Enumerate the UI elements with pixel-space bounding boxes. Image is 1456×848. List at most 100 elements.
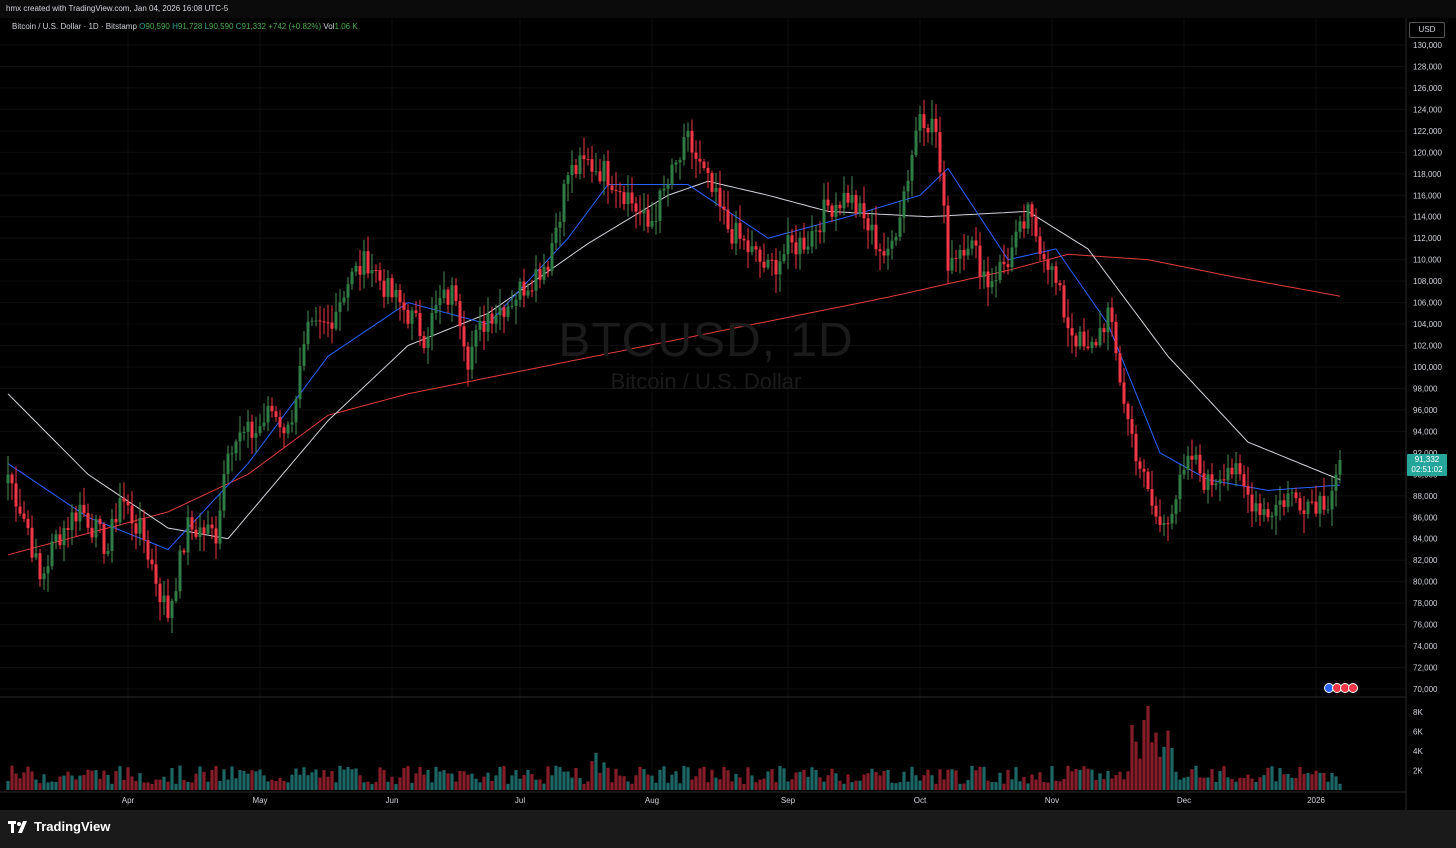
price-tick-label: 84,000	[1413, 535, 1438, 544]
volume-bar	[198, 766, 202, 790]
candle-body	[542, 266, 546, 280]
volume-bar	[226, 779, 230, 790]
volume-bar	[106, 774, 110, 790]
volume-bar	[878, 775, 882, 790]
volume-bar	[382, 769, 386, 790]
volume-bar	[638, 766, 642, 790]
volume-bar	[458, 770, 462, 790]
volume-bar	[554, 765, 558, 790]
candle-body	[390, 278, 394, 298]
time-tick-label: Jul	[515, 796, 525, 805]
candle-body	[350, 271, 354, 285]
candle-body	[826, 199, 830, 206]
candle-body	[6, 474, 10, 484]
price-axis[interactable]: 130,000 128,000 126,000 124,000 122,000 120,0…	[1413, 41, 1442, 694]
candle-body	[358, 265, 362, 275]
candle-body	[374, 270, 378, 272]
candle-body	[386, 278, 390, 297]
candle-body	[1006, 264, 1010, 268]
volume-bar	[1070, 771, 1074, 790]
candle-body	[342, 297, 346, 303]
candle-body	[434, 305, 438, 313]
candle-body	[1054, 266, 1058, 283]
candle-body	[1186, 455, 1190, 470]
candle-body	[282, 427, 286, 434]
price-tick-label: 108,000	[1413, 277, 1442, 286]
volume-bar	[1258, 777, 1262, 790]
candle-body	[770, 259, 774, 261]
volume-bar	[1146, 705, 1150, 790]
candle-body	[1162, 523, 1166, 525]
candle-body	[138, 518, 142, 534]
economic-events[interactable]	[1324, 683, 1358, 693]
candle-body	[698, 158, 702, 162]
candle-body	[642, 209, 646, 214]
volume-bar	[438, 771, 442, 790]
price-chart[interactable]: 130,000 128,000 126,000 124,000 122,000 120,0…	[0, 0, 1456, 810]
volume-bar	[1306, 772, 1310, 790]
volume-bar	[342, 769, 346, 790]
volume-bar	[1338, 783, 1342, 790]
candle-body	[942, 172, 946, 206]
volume-bar	[254, 771, 258, 790]
volume-bar	[10, 765, 14, 790]
volume-bar	[1030, 774, 1034, 790]
volume-bar	[950, 769, 954, 790]
volume-bar	[894, 783, 898, 790]
volume-bar	[806, 777, 810, 790]
candle-body	[182, 550, 186, 553]
candle-body	[786, 235, 790, 255]
candle-body	[862, 203, 866, 219]
candle-body	[1242, 474, 1246, 487]
price-tick-label: 82,000	[1413, 556, 1438, 565]
volume-bar	[58, 776, 62, 790]
volume-bar	[1114, 775, 1118, 790]
candle-body	[410, 310, 414, 324]
event-flag-icon[interactable]	[1348, 683, 1358, 693]
candle-body	[674, 162, 678, 165]
volume-bar	[698, 768, 702, 790]
candle-body	[710, 172, 714, 192]
volume-bar	[506, 783, 510, 790]
candle-body	[746, 240, 750, 252]
candle-body	[62, 528, 66, 546]
volume-tick-label: 4K	[1413, 747, 1423, 756]
candle-body	[558, 221, 562, 228]
volume-bar	[914, 775, 918, 790]
volume-bar	[614, 768, 618, 790]
volume-bar	[258, 769, 262, 790]
volume-bar	[1158, 756, 1162, 790]
volume-bar	[42, 774, 46, 790]
volume-bar	[694, 776, 698, 790]
time-tick-label: Apr	[122, 796, 135, 805]
candle-body	[986, 271, 990, 288]
currency-button[interactable]: USD	[1409, 22, 1445, 38]
footer-bar	[0, 810, 1456, 848]
candle-body	[762, 261, 766, 268]
volume-bar	[650, 775, 654, 790]
volume-bar	[1106, 771, 1110, 790]
time-axis[interactable]: Apr May Jun Jul Aug Sep Oct Nov Dec 2026	[122, 796, 1326, 805]
volume-bar	[514, 770, 518, 790]
volume-bar	[778, 765, 782, 790]
candle-body	[1214, 483, 1218, 486]
volume-bar	[210, 770, 214, 790]
candle-body	[1178, 474, 1182, 500]
volume-bar	[1246, 774, 1250, 790]
candle-body	[1034, 216, 1038, 237]
candle-body	[582, 155, 586, 160]
volume-bar	[898, 782, 902, 790]
volume-bar	[186, 781, 190, 790]
volume-bar	[54, 782, 58, 790]
candle-body	[666, 184, 670, 189]
candle-body	[734, 222, 738, 244]
volume-bar	[1130, 724, 1134, 790]
volume-bar	[238, 770, 242, 790]
candle-body	[258, 426, 262, 434]
candle-body	[1266, 509, 1270, 518]
price-tick-label: 116,000	[1413, 191, 1442, 200]
candle-body	[658, 190, 662, 221]
symbol-legend[interactable]: Bitcoin / U.S. Dollar · 1D · Bitstamp O9…	[12, 22, 358, 31]
volume-bar	[1018, 781, 1022, 790]
candle-body	[630, 192, 634, 204]
